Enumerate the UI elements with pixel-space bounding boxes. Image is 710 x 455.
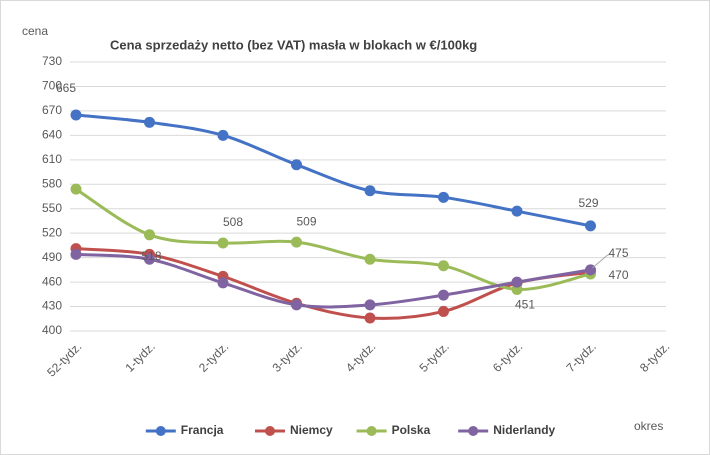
x-axis-label: okres: [634, 419, 663, 433]
point: [217, 277, 229, 289]
legend-label: Francja: [181, 423, 224, 437]
leader-line: [592, 253, 611, 269]
point: [217, 237, 229, 249]
point: [438, 260, 449, 272]
point: [291, 236, 302, 248]
legend-label: Polska: [392, 423, 431, 437]
point: [585, 220, 596, 232]
chart-title: Cena sprzedaży netto (bez VAT) masła w b…: [110, 37, 477, 52]
point: [144, 229, 155, 241]
y-tick-label: 610: [42, 152, 62, 166]
point: [291, 159, 302, 171]
point: [144, 253, 155, 265]
legend-item: Francja: [145, 423, 224, 437]
data-label: 475: [608, 246, 628, 260]
y-tick-label: 640: [42, 128, 62, 142]
legend-label: Niemcy: [290, 423, 333, 437]
legend-marker: [265, 426, 275, 436]
data-label: 470: [608, 268, 628, 282]
point: [70, 183, 82, 195]
legend-marker: [155, 426, 166, 436]
point: [364, 299, 376, 311]
series-line: [74, 113, 592, 228]
point: [70, 109, 82, 121]
legend-marker: [366, 426, 377, 436]
y-tick-label: 430: [42, 299, 62, 313]
y-tick-label: 580: [42, 176, 62, 190]
legend-marker: [468, 426, 479, 436]
y-tick-label: 550: [42, 201, 62, 215]
y-axis-label: cena: [22, 24, 48, 38]
point: [511, 205, 523, 217]
y-tick-label: 460: [42, 274, 62, 288]
point: [438, 191, 449, 203]
point: [291, 299, 302, 311]
point: [438, 289, 449, 301]
y-tick-label: 700: [42, 79, 62, 93]
y-tick-label: 670: [42, 103, 62, 117]
point: [364, 253, 376, 265]
legend-item: Niderlandy: [458, 423, 556, 437]
data-label: 518: [141, 249, 161, 263]
series-line: [74, 252, 592, 309]
data-label: 508: [223, 215, 243, 229]
point: [144, 116, 155, 128]
legend-item: Polska: [356, 423, 431, 437]
data-label: 529: [578, 196, 598, 210]
series-line: [74, 247, 592, 320]
y-tick-label: 400: [42, 323, 62, 337]
point: [70, 248, 82, 260]
data-label: 451: [515, 298, 535, 312]
legend-item: Niemcy: [255, 423, 333, 437]
point: [364, 312, 376, 324]
y-tick-label: 730: [42, 54, 62, 68]
y-tick-label: 520: [42, 225, 62, 239]
point: [364, 185, 376, 197]
point: [438, 305, 449, 317]
data-label: 665: [56, 81, 76, 95]
point: [217, 129, 229, 141]
y-tick-label: 490: [42, 250, 62, 264]
data-label: 509: [296, 214, 316, 228]
legend-label: Niderlandy: [493, 423, 555, 437]
point: [511, 276, 523, 288]
